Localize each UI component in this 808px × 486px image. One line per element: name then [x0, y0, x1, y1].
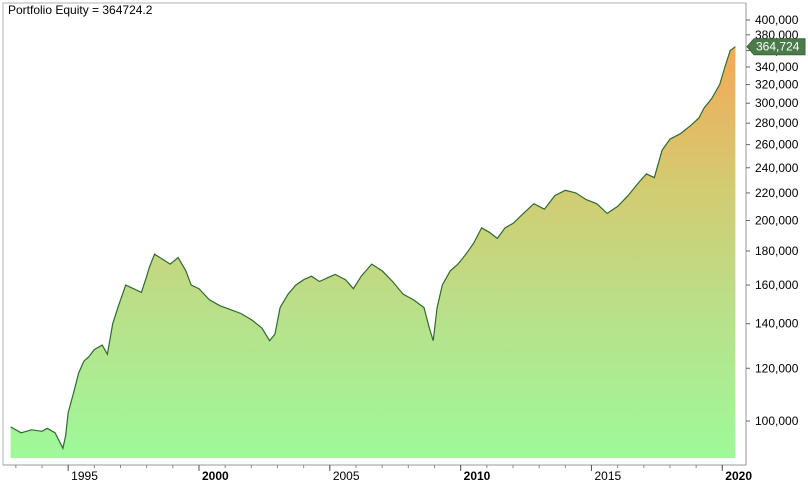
equity-line — [10, 46, 736, 451]
x-tick-label: 2005 — [333, 469, 360, 483]
y-tick-label: 400,000 — [755, 13, 799, 27]
x-axis: 1995 2000 2005 2010 2015 2020 — [3, 464, 752, 483]
last-value-badge: 364,724 — [746, 38, 806, 56]
last-value-badge-shape — [746, 38, 806, 56]
equity-area — [10, 46, 736, 458]
y-tick-label: 100,000 — [755, 414, 799, 428]
y-tick-label: 180,000 — [755, 244, 799, 258]
y-tick-label: 200,000 — [755, 214, 799, 228]
y-tick-label: 240,000 — [755, 161, 799, 175]
y-axis: 100,000 120,000 140,000 160,000 180,000 200,0… — [745, 3, 799, 465]
x-tick-label: 2020 — [725, 469, 752, 483]
x-tick-label: 2000 — [202, 469, 229, 483]
y-tick-label: 160,000 — [755, 278, 799, 292]
area-layer — [10, 46, 736, 458]
y-tick-label: 260,000 — [755, 138, 799, 152]
y-tick-label: 280,000 — [755, 116, 799, 130]
y-tick-label: 220,000 — [755, 186, 799, 200]
last-value-label: 364,724 — [756, 40, 800, 54]
y-tick-label: 340,000 — [755, 60, 799, 74]
chart-title: Portfolio Equity = 364724.2 — [8, 3, 153, 17]
x-tick-label: 2015 — [594, 469, 621, 483]
y-tick-label: 320,000 — [755, 78, 799, 92]
y-tick-label: 300,000 — [755, 96, 799, 110]
y-tick-label: 120,000 — [755, 361, 799, 375]
y-tick-label: 140,000 — [755, 317, 799, 331]
x-tick-label: 1995 — [71, 469, 98, 483]
x-tick-label: 2010 — [464, 469, 491, 483]
